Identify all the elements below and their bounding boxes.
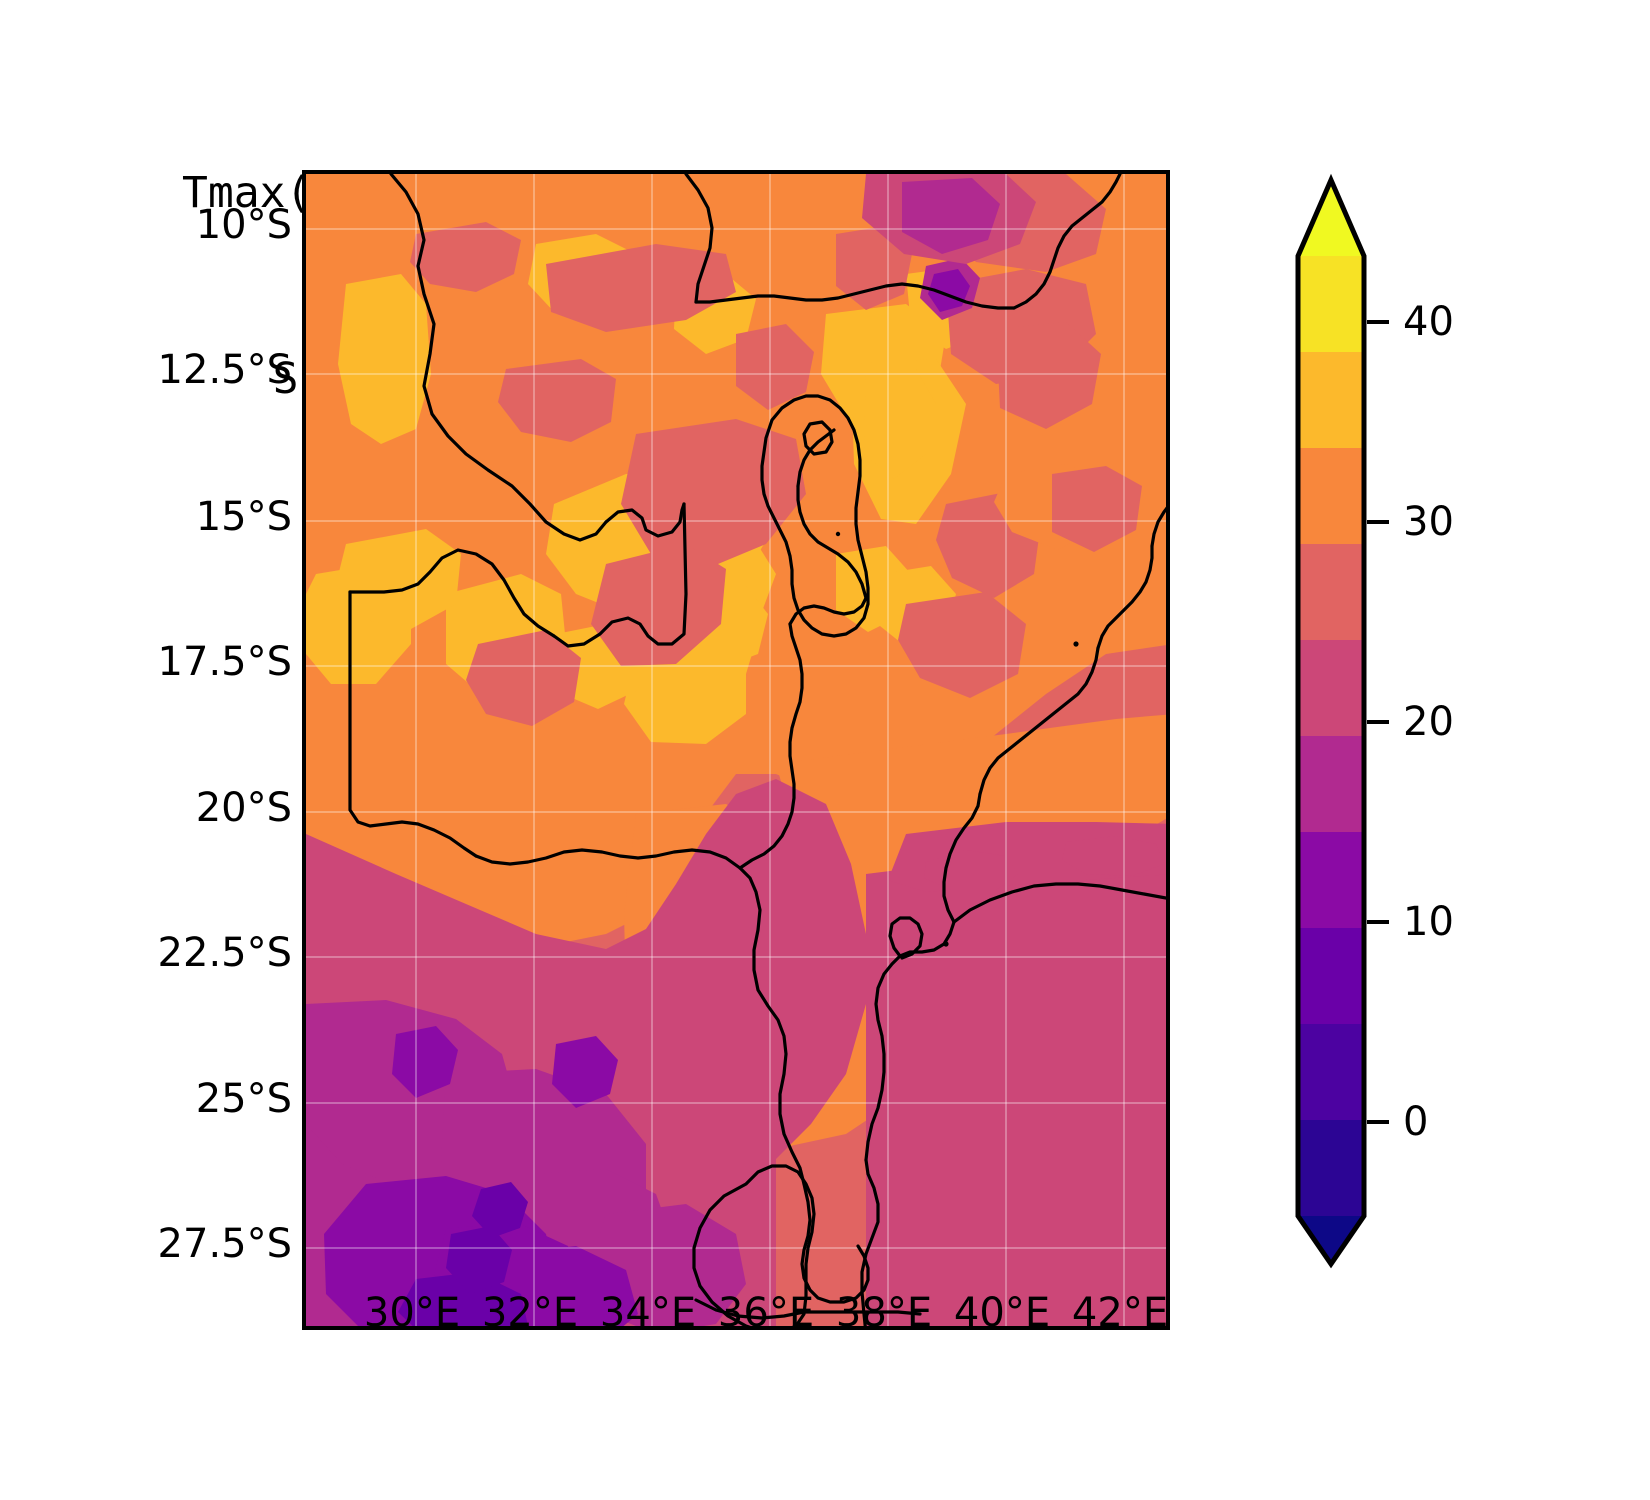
temperature-heatmap: [306, 174, 1166, 1326]
xtick-label: 30°E: [363, 1290, 461, 1336]
xtick-label: 42°E: [1071, 1290, 1169, 1336]
colorbar-outline: [1295, 173, 1367, 1269]
colorbar-extend-min: [1298, 1216, 1364, 1264]
colorbar-bands: [1298, 256, 1364, 1216]
colorbar-tick-label: 40: [1403, 299, 1454, 345]
ytick-label: 27.5°S: [157, 1221, 292, 1267]
colorbar-tickmark: [1367, 320, 1389, 324]
colorbar-extend-max: [1298, 180, 1364, 256]
island-dot: [835, 531, 841, 537]
island-dot: [1073, 641, 1079, 647]
colorbar-tick-label: 30: [1403, 499, 1454, 545]
colorbar-tickmark: [1367, 1120, 1389, 1124]
ytick-label: 15°S: [195, 494, 292, 540]
colorbar-tickmark: [1367, 520, 1389, 524]
xtick-label: 32°E: [481, 1290, 579, 1336]
xtick-label: 34°E: [599, 1290, 697, 1336]
ytick-label: 25°S: [195, 1076, 292, 1122]
island-dot: [943, 941, 949, 947]
ytick-label: 17.5°S: [157, 639, 292, 685]
xtick-label: 36°E: [717, 1290, 815, 1336]
colorbar-gradient: [1295, 173, 1367, 1269]
coastline-and-borders: [348, 174, 1166, 1326]
colorbar-tick-label: 20: [1403, 699, 1454, 745]
colorbar-tick-label: 0: [1403, 1099, 1429, 1145]
filled-contour-layer: [306, 174, 1166, 1326]
ytick-label: 20°S: [195, 785, 292, 831]
colorbar-tickmark: [1367, 720, 1389, 724]
xtick-label: 40°E: [953, 1290, 1051, 1336]
colorbar: [1290, 166, 1380, 1276]
ytick-label: 22.5°S: [157, 930, 292, 976]
map-gridlines: [306, 174, 1166, 1326]
xtick-label: 38°E: [835, 1290, 933, 1336]
colorbar-tick-label: 10: [1403, 899, 1454, 945]
colorbar-tickmark: [1367, 920, 1389, 924]
map-axes: [302, 170, 1170, 1330]
ytick-label: 10°S: [195, 202, 292, 248]
ytick-label: 12.5°S: [157, 347, 292, 393]
